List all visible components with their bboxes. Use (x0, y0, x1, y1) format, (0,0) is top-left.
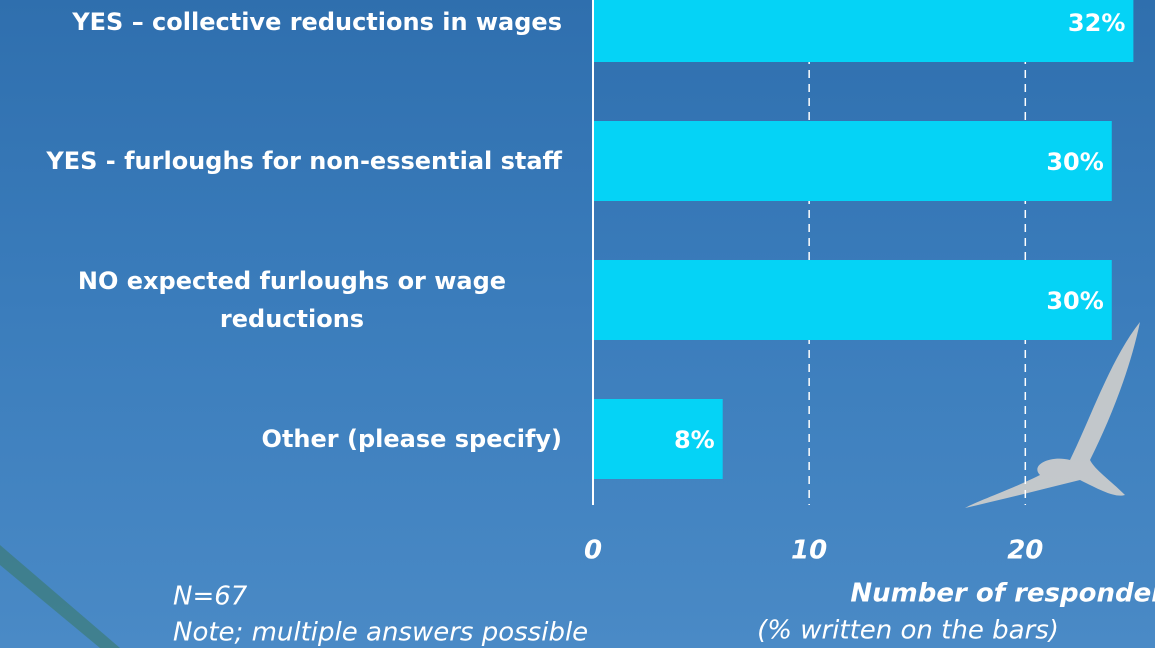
x-tick-label: 0 (584, 536, 602, 566)
note: N=67 (173, 582, 248, 612)
bar (593, 399, 723, 479)
note: Note; multiple answers possible (173, 618, 588, 648)
x-axis-sublabel: (% written on the bars) (757, 616, 1059, 646)
decoration (0, 545, 120, 648)
bar (593, 0, 1134, 62)
x-tick-label: 10 (791, 536, 827, 566)
x-tick-label: 20 (1007, 536, 1043, 566)
value-label: 30% (1046, 148, 1103, 176)
bird (965, 322, 1140, 508)
value-label: 30% (1046, 287, 1103, 315)
bar (593, 260, 1112, 340)
category-label: YES - furloughs for non-essential staff (46, 147, 562, 175)
category-label: NO expected furloughs or wage reductions (77, 267, 507, 333)
value-label: 8% (674, 426, 715, 454)
x-axis-label: Number of respondents (850, 579, 1155, 609)
value-label: 32% (1068, 9, 1125, 37)
category-label: YES – collective reductions in wages (72, 8, 562, 36)
bar (593, 121, 1112, 201)
category-label: Other (please specify) (261, 425, 562, 453)
